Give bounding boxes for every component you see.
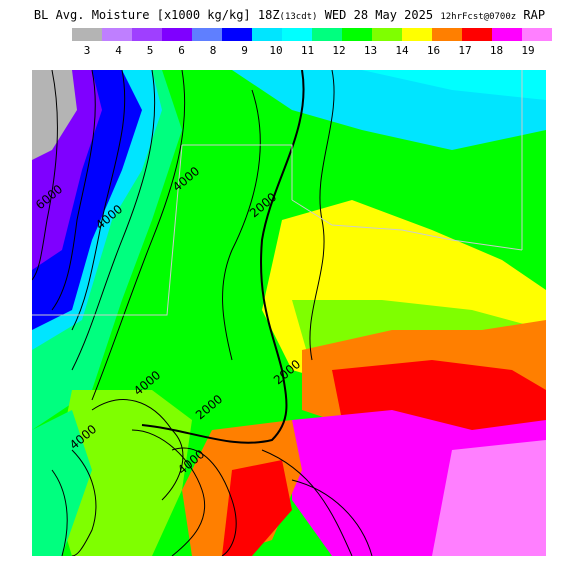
contour-line xyxy=(32,70,58,281)
legend-swatch xyxy=(132,28,162,41)
legend-swatch xyxy=(312,28,342,41)
legend-tick-label: 6 xyxy=(178,44,185,57)
legend-tick-label: 8 xyxy=(209,44,217,57)
title-forecast: 12hrFcst@0700z xyxy=(440,12,517,22)
state-border xyxy=(182,144,293,200)
contour-line xyxy=(131,429,206,556)
legend-tick-label: 11 xyxy=(300,44,315,57)
map-title: BL Avg. Moisture [x1000 kg/kg] 18Z(13cdt… xyxy=(0,8,579,22)
title-model: RAP xyxy=(516,8,546,22)
contour-line xyxy=(51,70,96,311)
title-date: WED 28 May 2025 xyxy=(317,8,441,22)
legend-swatch xyxy=(372,28,402,41)
contour-line xyxy=(91,70,186,401)
moisture-region xyxy=(32,70,77,160)
legend-tick-label: 17 xyxy=(458,44,472,57)
contour-line xyxy=(71,70,126,331)
title-main: BL Avg. Moisture [x1000 kg/kg] 18Z xyxy=(33,8,280,22)
legend-swatch xyxy=(342,28,372,41)
legend-swatch xyxy=(402,28,432,41)
moisture-region xyxy=(52,390,192,556)
contour-line xyxy=(71,449,97,556)
legend-tick-label: 16 xyxy=(426,44,441,57)
legend-swatch xyxy=(252,28,282,41)
moisture-region xyxy=(432,440,546,556)
legend-tick-label: 10 xyxy=(269,44,283,57)
legend-swatch xyxy=(192,28,222,41)
legend-tick-label: 5 xyxy=(146,44,154,57)
contour-line xyxy=(261,449,353,556)
legend-swatch xyxy=(492,28,522,41)
legend-tick-label: 9 xyxy=(241,44,248,57)
legend-tick-label: 19 xyxy=(521,44,535,57)
legend-swatch xyxy=(462,28,492,41)
contour-line xyxy=(141,70,305,444)
contour-line xyxy=(309,70,335,361)
legend-tick-label: 14 xyxy=(395,44,409,57)
legend-tick-label: 18 xyxy=(489,44,504,57)
moisture-region xyxy=(362,70,546,100)
contour-line xyxy=(222,89,261,361)
legend-tick-label: 12 xyxy=(332,44,346,57)
legend-swatch xyxy=(102,28,132,41)
state-border xyxy=(32,144,183,316)
title-local-time: (13cdt) xyxy=(279,12,318,22)
legend-swatch xyxy=(72,28,102,41)
legend-swatch xyxy=(522,28,552,41)
legend-tick-label: 3 xyxy=(83,44,91,57)
moisture-region xyxy=(222,460,292,556)
legend-tick-label: 4 xyxy=(115,44,122,57)
legend-swatch xyxy=(222,28,252,41)
contour-line xyxy=(171,447,237,556)
legend-tick-label: 13 xyxy=(363,44,378,57)
contour-line xyxy=(291,479,373,556)
moisture-region xyxy=(32,410,92,556)
contour-line xyxy=(91,399,184,501)
state-border xyxy=(291,199,523,251)
contour-line xyxy=(71,70,156,371)
legend-swatch xyxy=(162,28,192,41)
legend-swatch xyxy=(432,28,462,41)
contour-line xyxy=(51,469,68,556)
legend-swatch xyxy=(282,28,312,41)
